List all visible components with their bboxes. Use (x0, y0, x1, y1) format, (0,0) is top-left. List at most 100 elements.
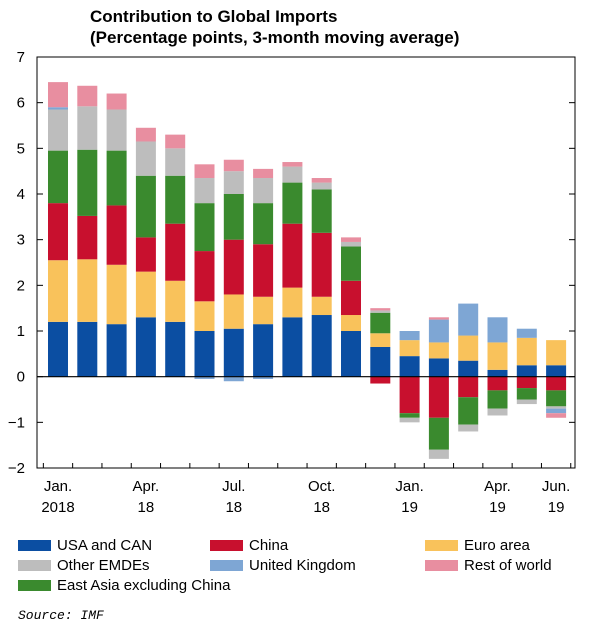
y-tick-label: −1 (8, 414, 25, 431)
bar-segment-rest-of-world (341, 237, 361, 242)
bar-segment-euro-area (370, 333, 391, 347)
y-tick-label: 1 (17, 323, 25, 340)
bar-segment-east-asia-excluding-china (223, 194, 244, 240)
bar-segment-rest-of-world (428, 317, 449, 320)
bar-segment-china (546, 376, 567, 391)
bar-segment-east-asia-excluding-china (77, 149, 98, 216)
legend-swatch (18, 540, 51, 551)
x-tick-label-year: 19 (548, 499, 565, 516)
x-tick-label-month: Jul. (222, 478, 245, 495)
chart-title: Contribution to Global Imports (90, 7, 338, 26)
legend-label: Euro area (464, 537, 530, 554)
x-tick-label-year: 19 (489, 499, 506, 516)
bar-segment-china (48, 203, 68, 261)
bar-segment-china (311, 232, 332, 297)
x-tick-label-year: 18 (138, 499, 155, 516)
chart-subtitle: (Percentage points, 3-month moving avera… (90, 28, 460, 47)
bar-segment-united-kingdom (48, 107, 68, 110)
legend-item-rest-of-world: Rest of world (425, 557, 552, 574)
bar-segment-china (428, 376, 449, 418)
legend: USA and CAN China Euro area Other EMDEs … (18, 537, 588, 599)
x-tick-label-year: 2018 (41, 499, 74, 516)
bar-segment-rest-of-world (546, 413, 567, 418)
bar-segment-usa-and-can (194, 331, 215, 377)
bar-segment-rest-of-world (48, 82, 68, 108)
y-tick-label: 4 (17, 186, 25, 203)
bar-segment-east-asia-excluding-china (135, 175, 156, 238)
x-tick-label-month: Apr. (133, 478, 160, 495)
bar-segment-east-asia-excluding-china (370, 312, 391, 334)
legend-swatch (425, 540, 458, 551)
bar-segment-china (106, 205, 127, 265)
bar-segment-other-emdes (165, 148, 186, 176)
bar-segment-other-emdes (370, 310, 391, 313)
bar-segment-other-emdes (458, 424, 479, 432)
bar-segment-euro-area (516, 337, 537, 366)
x-tick-label-month: Oct. (308, 478, 336, 495)
y-tick-label: −2 (8, 460, 25, 477)
bar-segment-china (165, 223, 186, 281)
bar-segment-usa-and-can (77, 321, 98, 377)
y-tick-label: 5 (17, 140, 25, 157)
bar-segment-other-emdes (253, 178, 274, 204)
legend-item-euro-area: Euro area (425, 537, 530, 554)
bar-segment-usa-and-can (223, 328, 244, 377)
bar-segment-other-emdes (282, 166, 303, 183)
bar-segment-other-emdes (311, 182, 332, 190)
bar-segment-other-emdes (341, 241, 361, 247)
bar-segment-usa-and-can (282, 317, 303, 377)
bar-segment-rest-of-world (311, 178, 332, 183)
bar-segment-euro-area (77, 259, 98, 322)
bar-segment-other-emdes (194, 178, 215, 204)
legend-swatch (210, 540, 243, 551)
legend-label: United Kingdom (249, 557, 356, 574)
x-tick-label-month: Jan. (395, 478, 423, 495)
x-tick-label-month: Apr. (484, 478, 511, 495)
bar-segment-usa-and-can (516, 365, 537, 377)
bar-segment-china (282, 223, 303, 288)
bar-segment-usa-and-can (106, 324, 127, 377)
x-tick-label-month: Jan. (44, 478, 72, 495)
bar-segment-usa-and-can (458, 360, 479, 377)
legend-label: China (249, 537, 289, 554)
y-tick-label: 6 (17, 95, 25, 112)
bar-segment-china (77, 215, 98, 260)
plot-frame (36, 56, 576, 469)
bar-segment-china (399, 376, 420, 414)
bar-segment-rest-of-world (106, 93, 127, 110)
legend-item-east-asia: East Asia excluding China (18, 577, 230, 594)
bar-segment-east-asia-excluding-china (399, 413, 420, 418)
bar-segment-euro-area (311, 296, 332, 316)
bar-segment-united-kingdom (223, 376, 244, 382)
bar-segment-other-emdes (77, 106, 98, 150)
legend-item-united-kingdom: United Kingdom (210, 557, 356, 574)
bar-segment-usa-and-can (311, 315, 332, 377)
bar-segment-united-kingdom (487, 317, 508, 343)
bar-segment-other-emdes (223, 171, 244, 194)
bar-segment-rest-of-world (135, 127, 156, 142)
bar-segment-usa-and-can (165, 321, 186, 377)
bar-segment-usa-and-can (253, 324, 274, 377)
bar-segment-rest-of-world (282, 162, 303, 167)
x-tick-label-year: 19 (401, 499, 418, 516)
bar-segment-rest-of-world (223, 159, 244, 172)
bar-segment-usa-and-can (48, 321, 68, 377)
bar-segment-east-asia-excluding-china (194, 203, 215, 252)
bar-segment-east-asia-excluding-china (311, 189, 332, 233)
bar-segment-euro-area (48, 260, 68, 322)
bar-segment-east-asia-excluding-china (48, 150, 68, 204)
legend-swatch (18, 580, 51, 591)
bar-segment-east-asia-excluding-china (341, 246, 361, 281)
bar-segment-usa-and-can (370, 346, 391, 377)
legend-swatch (210, 560, 243, 571)
bar-segment-china (135, 237, 156, 272)
bar-segment-other-emdes (399, 417, 420, 423)
legend-label: East Asia excluding China (57, 577, 231, 594)
bar-segment-united-kingdom (428, 319, 449, 343)
bar-segment-united-kingdom (399, 331, 420, 341)
y-tick-label: 7 (17, 49, 25, 66)
bar-segment-east-asia-excluding-china (458, 397, 479, 425)
bar-segment-usa-and-can (399, 356, 420, 377)
bar-segment-usa-and-can (546, 365, 567, 377)
bar-segment-other-emdes (135, 141, 156, 176)
